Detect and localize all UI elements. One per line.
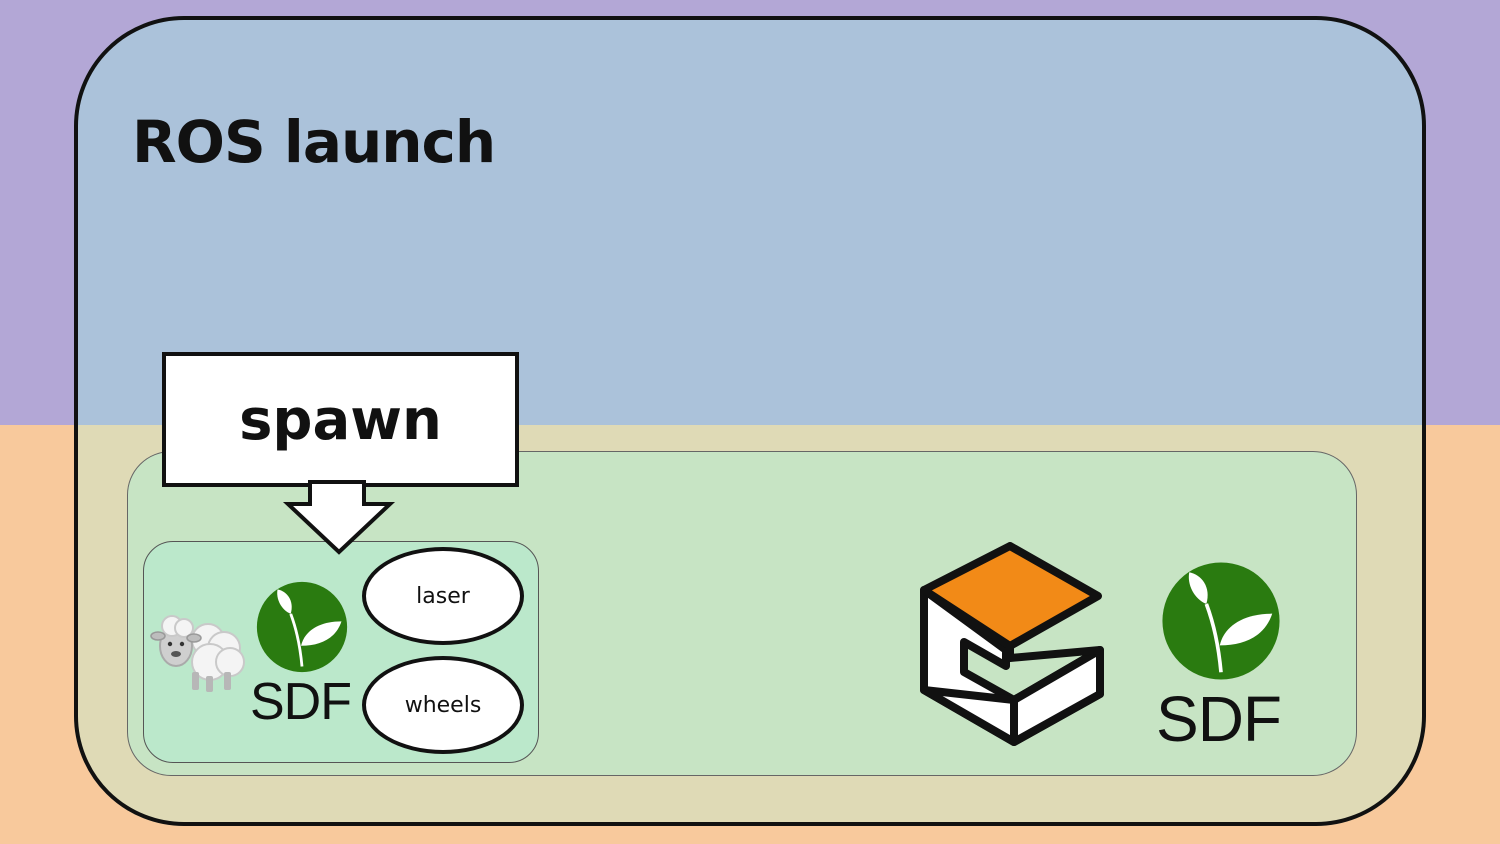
world-sdf-label: SDF — [1156, 683, 1282, 755]
gazebo-logo-icon — [920, 542, 1104, 746]
sheep-icon — [150, 615, 245, 692]
sdf-logo-icon — [256, 581, 348, 673]
spawn-arrow-icon — [282, 480, 396, 555]
robot-sdf-label: SDF — [250, 673, 352, 731]
spawn-box — [162, 352, 519, 487]
laser-component: laser — [362, 547, 524, 645]
wheels-component: wheels — [362, 656, 524, 754]
ros-launch-border — [74, 16, 1426, 826]
page-title: ROS launch — [132, 108, 496, 176]
sdf-logo-large-icon — [1162, 562, 1280, 680]
spawn-label: spawn — [239, 388, 442, 453]
